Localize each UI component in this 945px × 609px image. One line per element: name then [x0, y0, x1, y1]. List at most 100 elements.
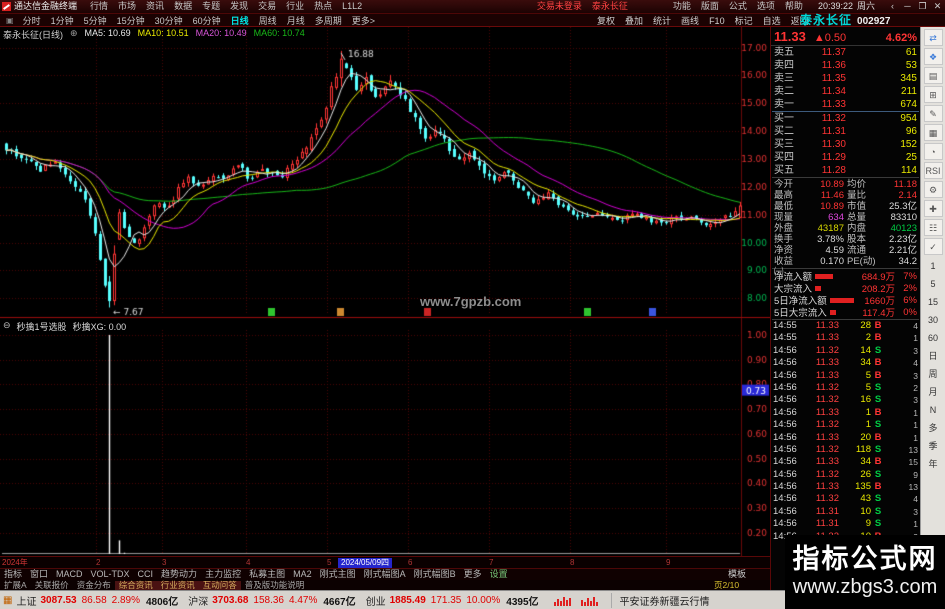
- tick-row[interactable]: 14:56 11.32 14 S 3: [773, 344, 918, 356]
- window-button[interactable]: ─: [904, 1, 911, 11]
- side-period-button[interactable]: 周: [928, 369, 938, 379]
- indicator-tab[interactable]: 窗口: [30, 569, 49, 579]
- window-button[interactable]: ✕: [933, 1, 942, 11]
- tick-row[interactable]: 14:56 11.33 1 B 1: [773, 406, 918, 418]
- bid-row[interactable]: 买四 11.29 25: [774, 152, 917, 163]
- menu-item[interactable]: 数据: [174, 1, 193, 11]
- menu-item[interactable]: 交易: [258, 1, 277, 11]
- period-tab[interactable]: 5分钟: [83, 16, 107, 26]
- side-tool-icon[interactable]: ✚: [923, 200, 943, 217]
- menu-item[interactable]: 版面: [700, 1, 719, 11]
- tool-button[interactable]: 画线: [681, 16, 700, 26]
- expand-icon[interactable]: ⊕: [70, 28, 78, 38]
- tool-button[interactable]: 统计: [653, 16, 672, 26]
- tick-row[interactable]: 14:56 11.32 1 S 1: [773, 419, 918, 431]
- side-tool-icon[interactable]: ▤: [923, 67, 943, 84]
- menu-item[interactable]: 热点: [314, 1, 333, 11]
- tick-row[interactable]: 14:56 11.33 135 B 13: [773, 481, 918, 493]
- tick-row[interactable]: 14:56 11.33 34 B 15: [773, 456, 918, 468]
- side-period-button[interactable]: 月: [928, 387, 938, 397]
- menu-item[interactable]: 专题: [202, 1, 221, 11]
- indicator-tab[interactable]: VOL-TDX: [90, 569, 130, 579]
- chart-area[interactable]: 泰永长征(日线) ⊕ MA5: 10.69 MA10: 10.51 MA20: 10…: [0, 27, 770, 556]
- indicator-tab[interactable]: CCI: [137, 569, 154, 579]
- market-grid-icon[interactable]: ▦: [3, 594, 13, 606]
- indicator-tab[interactable]: MA2: [293, 569, 312, 579]
- menu-item[interactable]: 行情: [90, 1, 109, 11]
- bid-row[interactable]: 买三 11.30 152: [774, 139, 917, 150]
- menu-item[interactable]: 公式: [728, 1, 747, 11]
- ask-row[interactable]: 卖三 11.35 345: [774, 73, 917, 84]
- index-quote[interactable]: 沪深 3703.68 158.36 4.47% 4667亿: [188, 594, 356, 608]
- period-tab[interactable]: 1分钟: [50, 16, 74, 26]
- tick-row[interactable]: 14:55 11.33 28 B 4: [773, 320, 918, 331]
- tick-row[interactable]: 14:56 11.31 10 S 3: [773, 505, 918, 517]
- indicator-tab[interactable]: 主力监控: [205, 569, 242, 579]
- tool-button[interactable]: 自选: [762, 16, 781, 26]
- indicator-tab[interactable]: 趋势动力: [161, 569, 198, 579]
- side-tool-icon[interactable]: ⇄: [923, 29, 943, 46]
- tick-row[interactable]: 14:56 11.33 34 B 4: [773, 357, 918, 369]
- side-period-button[interactable]: 年: [928, 459, 938, 469]
- menu-item[interactable]: 市场: [118, 1, 137, 11]
- bid-row[interactable]: 买一 11.32 954: [774, 113, 917, 124]
- indicator-tab[interactable]: 设置: [489, 569, 508, 579]
- indicator-tab[interactable]: 刚式幅图B: [413, 569, 456, 579]
- side-tool-icon[interactable]: ❖: [923, 48, 943, 65]
- period-tab[interactable]: 更多>: [351, 16, 375, 26]
- template-tab[interactable]: 模板: [728, 569, 747, 579]
- tool-button[interactable]: 叠加: [625, 16, 644, 26]
- side-period-button[interactable]: N: [929, 405, 937, 415]
- side-period-button[interactable]: 季: [928, 441, 938, 451]
- info-tab[interactable]: 行业资讯: [156, 580, 199, 590]
- side-tool-icon[interactable]: RSI: [923, 162, 943, 179]
- index-quote[interactable]: 创业 1885.49 171.35 10.00% 4395亿: [365, 594, 539, 608]
- bid-row[interactable]: 买五 11.28 114: [774, 165, 917, 176]
- tick-row[interactable]: 14:56 11.32 5 S 2: [773, 381, 918, 393]
- tick-row[interactable]: 14:56 11.31 9 S 1: [773, 518, 918, 530]
- side-tool-icon[interactable]: ▦: [923, 124, 943, 141]
- menu-item[interactable]: 行业: [286, 1, 305, 11]
- period-tab[interactable]: 60分钟: [192, 16, 221, 26]
- info-tab[interactable]: 关联报价: [34, 579, 69, 590]
- tick-row[interactable]: 14:56 11.32 118 S 13: [773, 443, 918, 455]
- indicator-tab[interactable]: 更多: [463, 569, 482, 579]
- menu-item[interactable]: 功能: [672, 1, 691, 11]
- side-period-button[interactable]: 日: [928, 351, 938, 361]
- info-tab[interactable]: 扩展A: [4, 579, 27, 590]
- menu-item[interactable]: 发现: [230, 1, 249, 11]
- window-button[interactable]: ❐: [918, 1, 927, 11]
- side-tool-icon[interactable]: ✎: [923, 105, 943, 122]
- tool-button[interactable]: 复权: [597, 16, 616, 26]
- menu-item[interactable]: 选项: [756, 1, 775, 11]
- current-stock-link[interactable]: 泰永长征: [591, 1, 628, 11]
- side-tool-icon[interactable]: ⚙: [923, 181, 943, 198]
- side-period-button[interactable]: 15: [927, 297, 938, 307]
- bid-row[interactable]: 买二 11.31 96: [774, 126, 917, 137]
- indicator-tab[interactable]: 指标: [4, 569, 23, 579]
- ask-row[interactable]: 卖一 11.33 674: [774, 99, 917, 110]
- menu-item[interactable]: 帮助: [784, 1, 803, 11]
- side-tool-icon[interactable]: ⊞: [923, 86, 943, 103]
- menu-item[interactable]: 资讯: [146, 1, 165, 11]
- side-period-button[interactable]: 1: [930, 261, 936, 271]
- ask-row[interactable]: 卖五 11.37 61: [774, 47, 917, 58]
- tick-row[interactable]: 14:56 11.32 26 S 9: [773, 468, 918, 480]
- tool-button[interactable]: F10: [709, 16, 725, 26]
- side-tool-icon[interactable]: ☷: [923, 219, 943, 236]
- indicator-tab[interactable]: 刚式主图: [319, 569, 356, 579]
- indicator-tab[interactable]: MACD: [56, 569, 83, 579]
- tick-row[interactable]: 14:56 11.33 20 B 1: [773, 431, 918, 443]
- candlestick-canvas[interactable]: [0, 27, 770, 556]
- collapse-icon[interactable]: ⊖: [3, 320, 11, 330]
- side-period-button[interactable]: 5: [930, 279, 936, 289]
- index-quote[interactable]: 上证 3087.53 86.58 2.89% 4806亿: [16, 594, 179, 608]
- period-tab[interactable]: 15分钟: [116, 16, 145, 26]
- tick-row[interactable]: 14:56 11.32 16 S 3: [773, 394, 918, 406]
- tick-row[interactable]: 14:55 11.33 2 B 1: [773, 332, 918, 344]
- ask-row[interactable]: 卖二 11.34 211: [774, 86, 917, 97]
- info-tab[interactable]: 综合资讯: [114, 580, 157, 590]
- indicator-tab[interactable]: 刚式幅图A: [363, 569, 406, 579]
- tool-button[interactable]: 标记: [734, 16, 753, 26]
- side-period-button[interactable]: 多: [928, 423, 938, 433]
